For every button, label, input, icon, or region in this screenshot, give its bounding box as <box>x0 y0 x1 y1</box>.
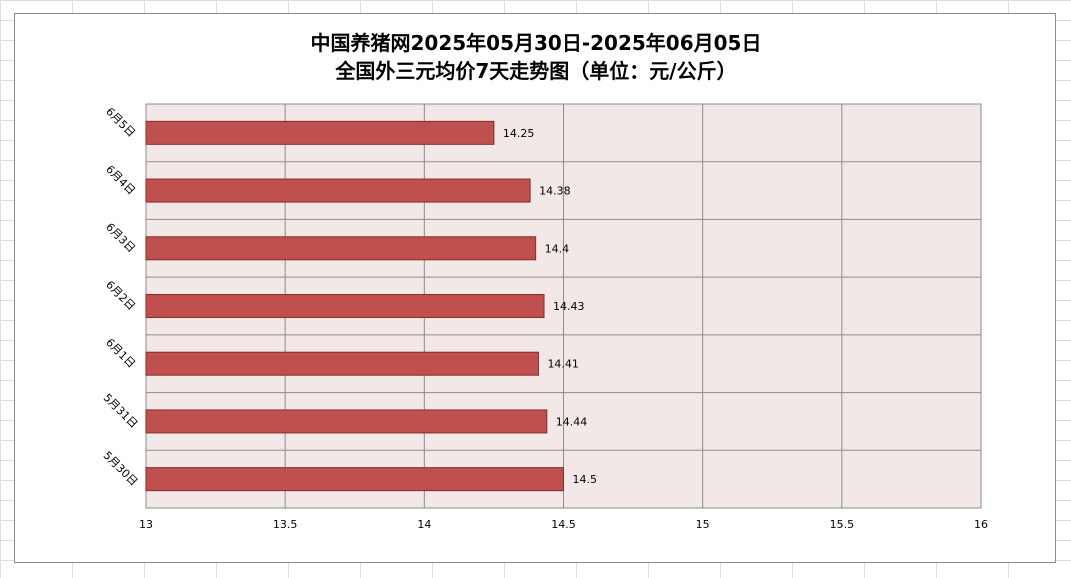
bar <box>145 351 539 376</box>
chart-title: 中国养猪网2025年05月30日-2025年06月05日 全国外三元均价7天走势… <box>15 29 1057 85</box>
category-label: 5月30日 <box>101 449 141 489</box>
data-label: 14.4 <box>545 242 570 255</box>
bar <box>145 409 548 434</box>
x-tick-label: 13.5 <box>273 518 298 531</box>
x-tick-label: 14.5 <box>551 518 576 531</box>
category-label: 6月3日 <box>103 220 138 255</box>
category-label: 6月1日 <box>103 336 138 371</box>
chart-title-line2: 全国外三元均价7天走势图（单位：元/公斤） <box>335 59 737 83</box>
category-label: 5月31日 <box>101 391 141 431</box>
bar-chart: 14.25 14.38 14.4 14.43 14.41 14.44 14.5 6月5日 6月4… <box>101 103 988 531</box>
bar <box>145 120 495 145</box>
x-tick-label: 13 <box>139 518 153 531</box>
data-label: 14.44 <box>556 415 588 428</box>
data-label: 14.5 <box>573 473 598 486</box>
category-label: 6月4日 <box>103 163 138 198</box>
x-tick-label: 14 <box>417 518 431 531</box>
data-label: 14.41 <box>547 358 579 371</box>
x-tick-label: 15.5 <box>830 518 855 531</box>
bar <box>145 467 564 492</box>
x-tick-label: 15 <box>696 518 710 531</box>
bar <box>145 294 545 318</box>
data-label: 14.43 <box>553 300 585 313</box>
bar <box>145 236 537 261</box>
data-label: 14.25 <box>503 127 534 140</box>
chart-title-line1: 中国养猪网2025年05月30日-2025年06月05日 <box>310 31 762 55</box>
x-tick-label: 16 <box>974 518 988 531</box>
category-label: 6月5日 <box>103 105 138 140</box>
bar <box>145 178 531 203</box>
chart-area[interactable]: 中国养猪网2025年05月30日-2025年06月05日 全国外三元均价7天走势… <box>14 13 1056 563</box>
category-label: 6月2日 <box>103 278 138 313</box>
data-label: 14.38 <box>539 185 571 198</box>
